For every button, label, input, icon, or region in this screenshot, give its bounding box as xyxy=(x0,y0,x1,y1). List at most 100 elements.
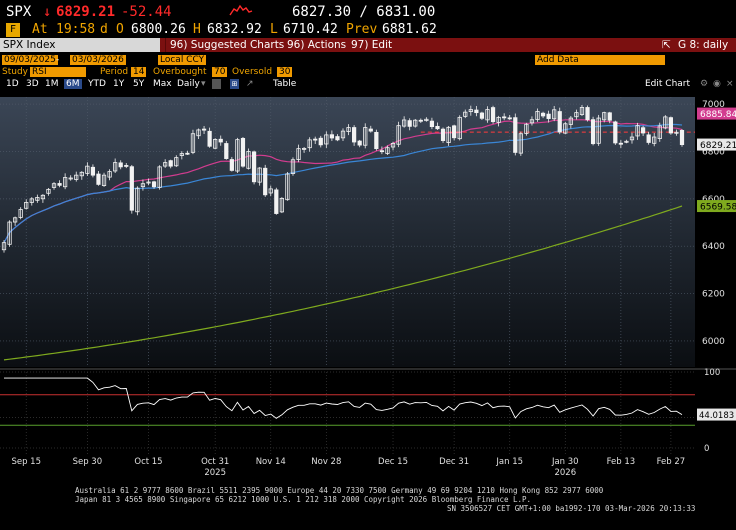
candle-up xyxy=(268,188,273,194)
oversold-field[interactable]: 30 xyxy=(277,67,293,77)
range-max[interactable]: Max xyxy=(153,79,172,89)
x-tick-label: Nov 14 xyxy=(256,457,286,467)
line-style-icon[interactable] xyxy=(212,79,221,89)
candle-up xyxy=(285,173,290,201)
candle-up xyxy=(290,159,296,174)
candle-down xyxy=(435,125,440,130)
candle-down xyxy=(368,128,373,132)
candle-up xyxy=(174,157,179,167)
candle-up xyxy=(424,118,429,122)
edit-menu[interactable]: 97) Edit xyxy=(351,39,393,51)
suggested-charts-menu[interactable]: 96) Suggested Charts xyxy=(170,39,285,51)
candle-up xyxy=(579,107,585,115)
x-tick-label: Sep 15 xyxy=(11,457,41,467)
candle-up xyxy=(468,109,473,113)
frequency-dropdown[interactable]: Daily xyxy=(177,79,200,89)
candle-down xyxy=(452,125,457,139)
candle-down xyxy=(640,127,646,134)
quote-details: F At 19:58 d O 6800.26 H 6832.92 L 6710.… xyxy=(0,22,736,38)
end-date-field[interactable]: 03/03/2026 xyxy=(70,55,126,65)
candle-up xyxy=(79,171,84,177)
draw-icon[interactable]: ↗ xyxy=(246,79,254,89)
candle-down xyxy=(440,128,446,141)
range-1d[interactable]: 1D xyxy=(6,79,19,89)
candle-down xyxy=(379,150,385,153)
candle-up xyxy=(18,209,23,218)
prev-value: 6881.62 xyxy=(382,22,437,37)
settings-icon[interactable]: ⚙ xyxy=(700,79,709,89)
candle-up xyxy=(457,116,462,140)
candle-up xyxy=(563,123,568,134)
actions-menu[interactable]: 96) Actions xyxy=(287,39,347,51)
period-field[interactable]: 14 xyxy=(131,67,147,77)
candle-up xyxy=(29,198,34,203)
candle-down xyxy=(418,119,423,122)
study-field[interactable]: RSI xyxy=(30,67,86,77)
add-data-field[interactable]: Add Data xyxy=(535,55,665,65)
candle-down xyxy=(479,112,485,119)
close-icon[interactable]: × xyxy=(726,79,734,89)
candle-up xyxy=(485,109,490,121)
range-3d[interactable]: 3D xyxy=(26,79,39,89)
candle-down xyxy=(618,142,623,145)
candle-up xyxy=(652,136,657,144)
candle-down xyxy=(96,173,101,185)
range-1y[interactable]: 1Y xyxy=(113,79,125,89)
candle-up xyxy=(568,117,573,125)
last-price-tag-bg xyxy=(697,138,736,151)
candle-up xyxy=(46,188,51,194)
candle-down xyxy=(513,117,518,153)
study-row: Study RSI Period 14 Overbought 70 Overso… xyxy=(0,66,736,78)
chart-id-label: G 8: daily xyxy=(678,39,729,51)
export-icon[interactable]: ⇱ xyxy=(662,39,671,51)
candle-up xyxy=(657,125,662,139)
pin-icon[interactable]: ◉ xyxy=(713,79,721,89)
low-label: L xyxy=(270,22,278,37)
range-ytd[interactable]: YTD xyxy=(88,79,106,89)
overbought-field[interactable]: 70 xyxy=(212,67,228,77)
price-chart[interactable]: 6000 6200 6400 6600 6800 7000 Sep 15 Sep 30 Oct … xyxy=(0,90,736,486)
date-range-row: 09/03/2025 - 03/03/2026 Local CCY Add Da… xyxy=(0,54,736,66)
x-tick-label: Nov 28 xyxy=(311,457,341,467)
open-value: 6800.26 xyxy=(131,22,186,37)
candle-up xyxy=(7,221,12,245)
currency-field[interactable]: Local CCY xyxy=(158,55,207,65)
edit-chart-button[interactable]: Edit Chart xyxy=(645,79,691,89)
candle-up xyxy=(1,242,7,251)
quote-time: 19:58 xyxy=(56,22,96,37)
bid-ask: 6827.30 / 6831.00 xyxy=(292,4,436,20)
candle-up xyxy=(552,109,557,120)
candle-down xyxy=(313,138,318,141)
candle-down xyxy=(490,107,496,123)
candle-up xyxy=(113,162,118,172)
d-label: d xyxy=(100,22,108,37)
function-tag-icon[interactable]: F xyxy=(6,23,20,37)
table-button[interactable]: Table xyxy=(273,79,297,89)
candle-down xyxy=(124,165,129,167)
candle-down xyxy=(557,111,562,133)
security-field[interactable]: SPX Index xyxy=(0,38,160,52)
candle-up xyxy=(624,140,629,143)
start-date-field[interactable]: 09/03/2025 xyxy=(2,55,58,65)
oversold-label: Oversold xyxy=(232,67,273,77)
candle-up xyxy=(396,125,401,145)
candle-style-icon[interactable]: ⊞ xyxy=(230,79,239,89)
y-tick-label: 6000 xyxy=(702,337,725,347)
candle-up xyxy=(402,119,407,127)
ticker[interactable]: SPX xyxy=(6,4,32,20)
candle-up xyxy=(179,153,184,156)
high-value: 6832.92 xyxy=(207,22,262,37)
footer: Australia 61 2 9777 8600 Brazil 5511 239… xyxy=(0,486,736,530)
candle-up xyxy=(146,181,151,184)
range-1m[interactable]: 1M xyxy=(45,79,59,89)
candle-down xyxy=(646,134,651,143)
candle-down xyxy=(207,130,212,147)
candle-down xyxy=(546,113,551,119)
candle-up xyxy=(385,147,390,154)
range-5y[interactable]: 5Y xyxy=(133,79,145,89)
chevron-down-icon[interactable]: ▾ xyxy=(201,79,206,89)
prev-label: Prev xyxy=(346,22,378,37)
candle-up xyxy=(63,177,68,188)
candle-up xyxy=(307,139,312,149)
range-6m[interactable]: 6M xyxy=(64,79,82,89)
